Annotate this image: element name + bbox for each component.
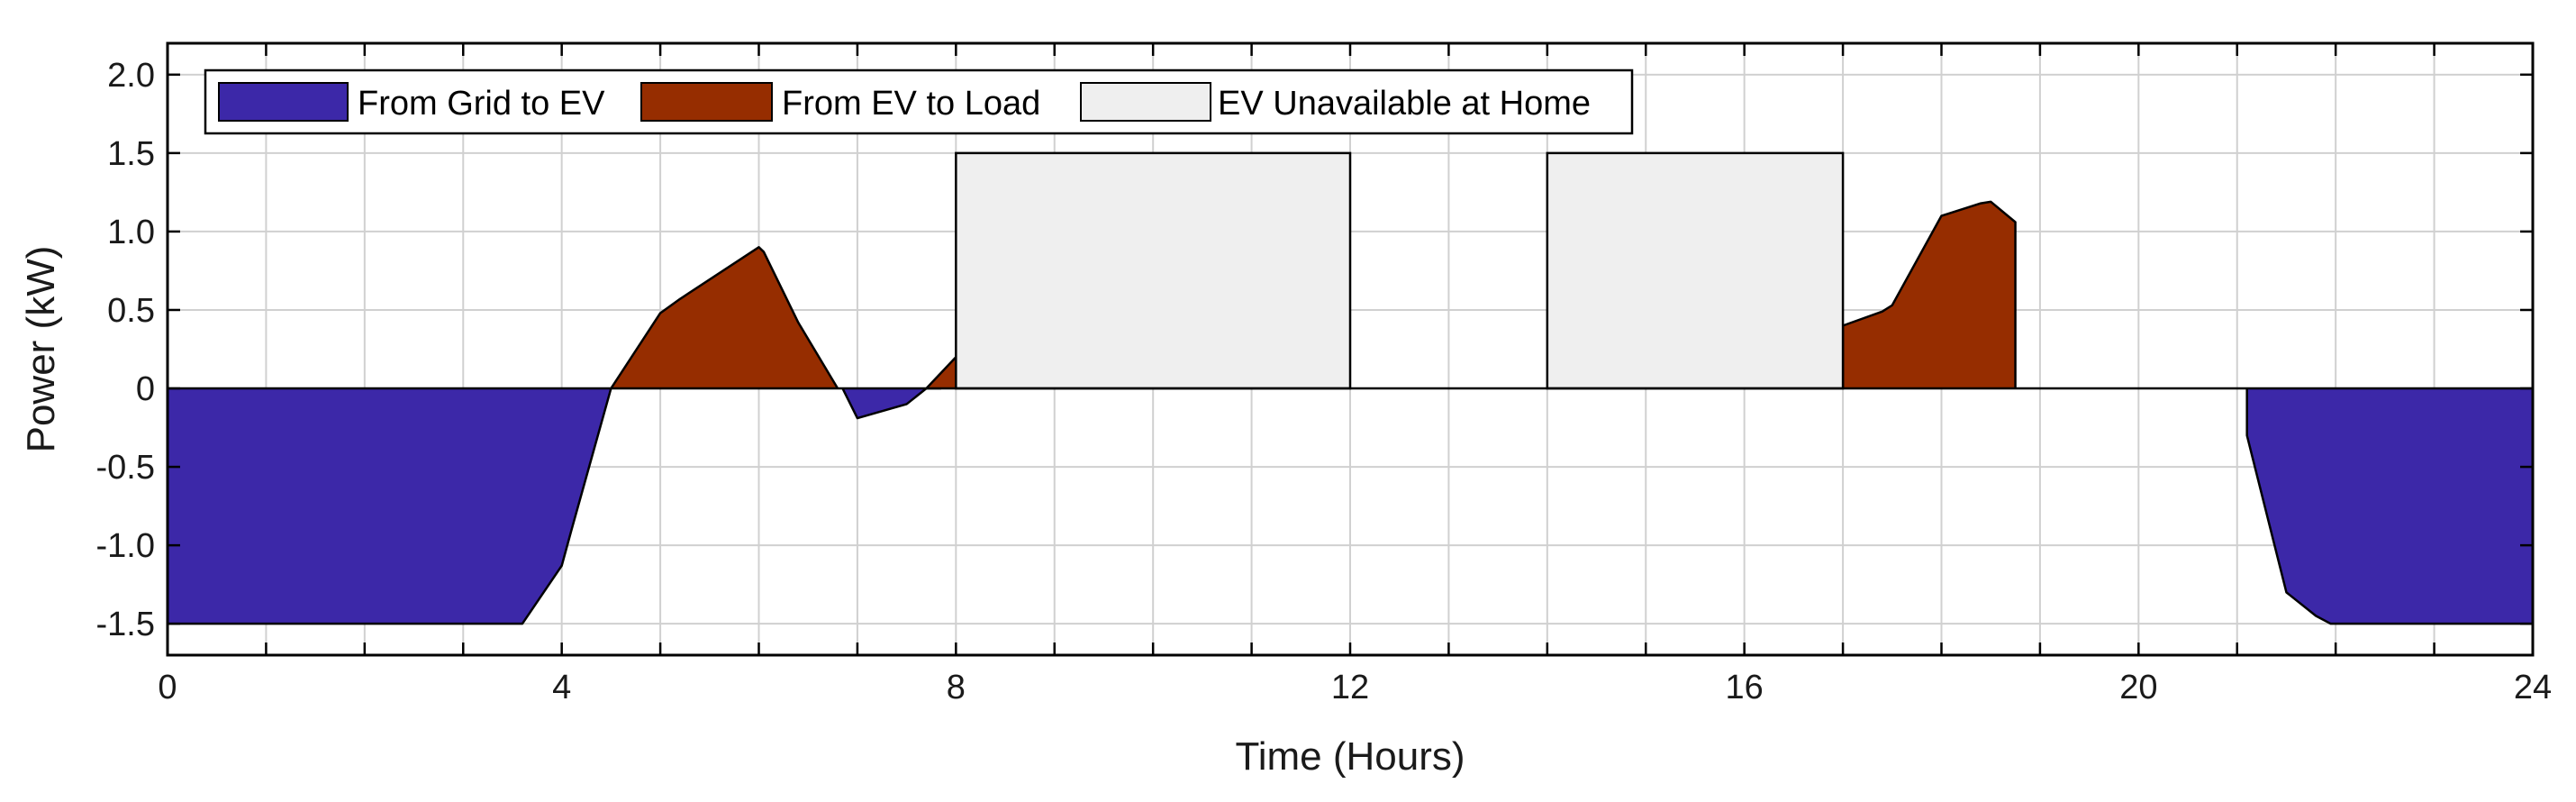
y-tick-label: 0.5 <box>107 292 155 330</box>
legend-item-ev-unavailable: EV Unavailable at Home <box>1080 82 1591 123</box>
y-tick-label: 2.0 <box>107 57 155 95</box>
legend-swatch-grid-to-ev <box>218 82 349 122</box>
x-tick-label: 0 <box>158 669 177 706</box>
ev-to-load-area <box>611 247 839 389</box>
legend-swatch-ev-unavailable <box>1080 82 1211 122</box>
legend-swatch-ev-to-load <box>640 82 773 122</box>
grid-to-ev-outline <box>168 387 612 625</box>
x-tick-label: 16 <box>1726 669 1764 706</box>
x-axis-title: Time (Hours) <box>1235 734 1465 779</box>
ev-unavailable-block <box>955 151 1352 390</box>
legend-label-ev-unavailable: EV Unavailable at Home <box>1218 85 1591 123</box>
x-tick-label: 20 <box>2119 669 2157 706</box>
y-axis-title: Power (kW) <box>19 246 63 453</box>
grid-to-ev-area <box>842 388 941 419</box>
grid-to-ev-area <box>168 388 612 624</box>
legend-label-ev-to-load: From EV to Load <box>782 85 1040 123</box>
y-tick-label: -0.5 <box>96 449 155 487</box>
y-tick-label: -1.5 <box>96 606 155 643</box>
x-tick-label: 12 <box>1331 669 1369 706</box>
axis-ticks: 0 4 8 12 16 20 24 -1.5 -1.0 -0.5 0 0.5 1.0 1.5 2.0 <box>96 43 2552 706</box>
legend-box <box>204 68 1634 135</box>
x-tick-label: 4 <box>552 669 571 706</box>
x-tick-label: 24 <box>2514 669 2552 706</box>
legend-item-ev-to-load: From EV to Load <box>640 82 1040 123</box>
ev-to-load-outline <box>925 356 957 389</box>
y-tick-label: 1.5 <box>107 135 155 173</box>
x-tick-label: 8 <box>947 669 966 706</box>
ev-to-load-outline <box>1841 200 2017 389</box>
ev-to-load-area <box>1843 201 2016 389</box>
y-tick-label: 1.0 <box>107 214 155 251</box>
plot-areas <box>168 151 2535 625</box>
ev-to-load-outline <box>610 246 839 389</box>
ev-unavailable-block <box>1546 151 1845 390</box>
y-tick-label: -1.0 <box>96 527 155 565</box>
grid-to-ev-area <box>2246 388 2533 624</box>
legend: From Grid to EV From EV to Load EV Unava… <box>204 68 1634 135</box>
y-tick-label: 0 <box>136 370 155 408</box>
legend-label-grid-to-ev: From Grid to EV <box>358 85 605 123</box>
legend-item-grid-to-ev: From Grid to EV <box>218 82 605 123</box>
